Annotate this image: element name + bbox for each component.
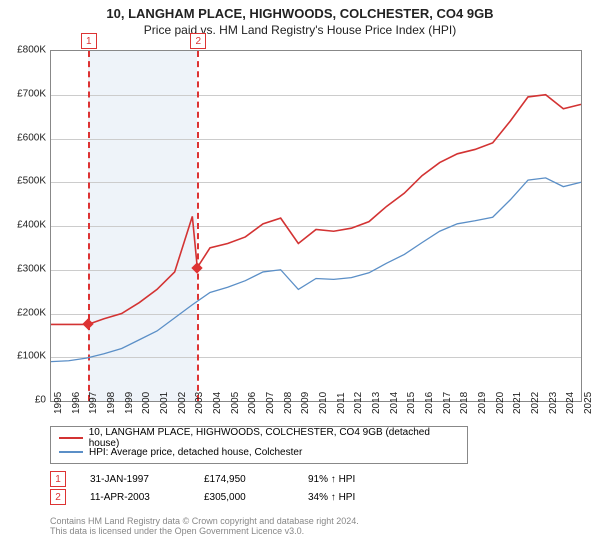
y-axis-label: £300K (17, 263, 46, 274)
y-axis-label: £700K (17, 88, 46, 99)
plot-area: 1 2 (50, 50, 582, 402)
series-hpi (51, 178, 581, 362)
x-axis-label: 2004 (212, 392, 223, 414)
x-axis-label: 1999 (124, 392, 135, 414)
chart-container: 10, LANGHAM PLACE, HIGHWOODS, COLCHESTER… (0, 0, 600, 560)
x-axis-label: 2014 (389, 392, 400, 414)
x-axis-label: 2006 (247, 392, 258, 414)
x-axis-label: 2009 (300, 392, 311, 414)
y-axis-label: £0 (35, 395, 46, 406)
x-axis-label: 2011 (336, 392, 347, 414)
x-axis-label: 2022 (530, 392, 541, 414)
x-axis-label: 2012 (353, 392, 364, 414)
y-axis-label: £500K (17, 176, 46, 187)
x-axis-label: 2019 (477, 392, 488, 414)
x-axis-label: 1998 (106, 392, 117, 414)
x-axis-label: 2021 (512, 392, 523, 414)
marker-1-box: 1 (81, 33, 97, 49)
y-axis-label: £400K (17, 220, 46, 231)
x-axis-label: 2017 (442, 392, 453, 414)
x-axis-label: 2015 (406, 392, 417, 414)
event-pct: 91% ↑ HPI (308, 474, 355, 485)
event-marker-2: 2 (50, 489, 66, 505)
event-row: 2 11-APR-2003 £305,000 34% ↑ HPI (50, 488, 582, 506)
x-axis-label: 2018 (459, 392, 470, 414)
x-axis-label: 1997 (88, 392, 99, 414)
events-table: 1 31-JAN-1997 £174,950 91% ↑ HPI 2 11-AP… (50, 470, 582, 506)
x-axis-label: 1995 (53, 392, 64, 414)
x-axis-label: 2023 (548, 392, 559, 414)
line-svg (51, 51, 581, 401)
y-axis-label: £600K (17, 132, 46, 143)
event-marker-1: 1 (50, 471, 66, 487)
license-line1: Contains HM Land Registry data © Crown c… (50, 516, 582, 526)
x-axis-label: 2001 (159, 392, 170, 414)
title-block: 10, LANGHAM PLACE, HIGHWOODS, COLCHESTER… (0, 0, 600, 37)
x-axis-label: 2020 (495, 392, 506, 414)
y-axis-label: £100K (17, 351, 46, 362)
y-axis-label: £800K (17, 45, 46, 56)
legend-label-hpi: HPI: Average price, detached house, Colc… (89, 447, 302, 458)
x-axis-label: 2007 (265, 392, 276, 414)
marker-2-box: 2 (190, 33, 206, 49)
legend-row: 10, LANGHAM PLACE, HIGHWOODS, COLCHESTER… (59, 431, 459, 445)
legend: 10, LANGHAM PLACE, HIGHWOODS, COLCHESTER… (50, 426, 468, 464)
legend-swatch-property (59, 437, 83, 439)
y-axis-label: £200K (17, 307, 46, 318)
license-line2: This data is licensed under the Open Gov… (50, 526, 582, 536)
event-pct: 34% ↑ HPI (308, 492, 355, 503)
x-axis-label: 2010 (318, 392, 329, 414)
event-price: £305,000 (204, 492, 284, 503)
series-property (51, 95, 581, 325)
x-axis-label: 2025 (583, 392, 594, 414)
event-date: 11-APR-2003 (90, 492, 180, 503)
x-axis-label: 2016 (424, 392, 435, 414)
x-axis-label: 2008 (283, 392, 294, 414)
title-address: 10, LANGHAM PLACE, HIGHWOODS, COLCHESTER… (0, 6, 600, 21)
x-axis-label: 2000 (141, 392, 152, 414)
x-axis-label: 2002 (177, 392, 188, 414)
event-price: £174,950 (204, 474, 284, 485)
x-axis-label: 1996 (71, 392, 82, 414)
x-axis-label: 2003 (194, 392, 205, 414)
x-axis-label: 2024 (565, 392, 576, 414)
license-text: Contains HM Land Registry data © Crown c… (50, 516, 582, 536)
event-date: 31-JAN-1997 (90, 474, 180, 485)
legend-swatch-hpi (59, 451, 83, 453)
event-row: 1 31-JAN-1997 £174,950 91% ↑ HPI (50, 470, 582, 488)
x-axis-label: 2013 (371, 392, 382, 414)
x-axis-label: 2005 (230, 392, 241, 414)
